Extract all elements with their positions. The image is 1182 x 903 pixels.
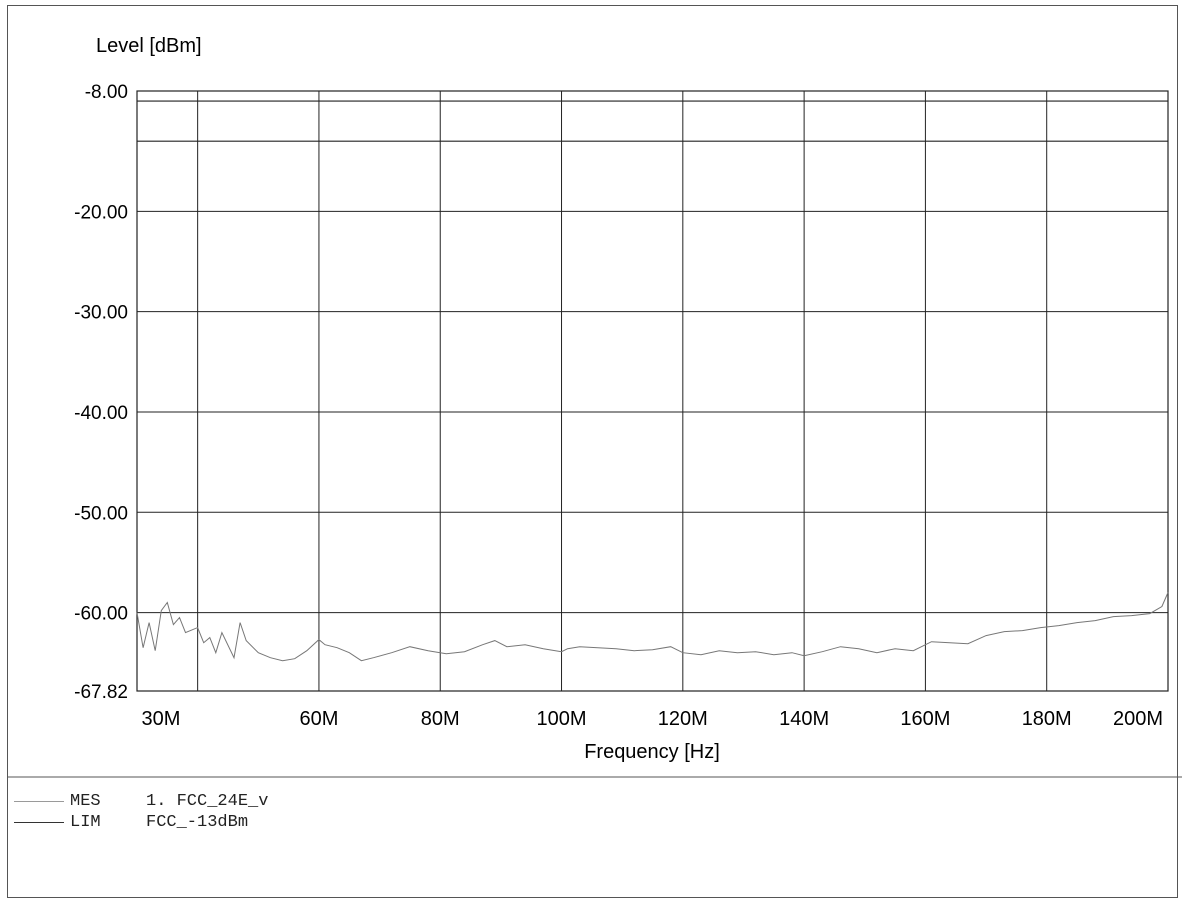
legend-text-lim: FCC_-13dBm — [146, 813, 249, 832]
chart-grid — [137, 91, 1169, 691]
y-tick-labels: -8.00 -20.00 -30.00 -40.00 -50.00 -60.00 -67.8… — [74, 82, 128, 703]
series-layer — [136, 592, 1169, 662]
legend-text-mes: 1. FCC_24E_v — [146, 792, 269, 811]
y-tick-label: -30.00 — [74, 303, 128, 324]
x-axis-title: Frequency [Hz] — [584, 741, 720, 763]
x-tick-labels: 30M 60M 80M 100M 120M 140M 160M 180M 200M — [142, 708, 1163, 730]
x-tick-label: 200M — [1113, 708, 1163, 730]
x-tick-label: 60M — [299, 708, 338, 730]
y-tick-label: -8.00 — [85, 82, 128, 103]
series-line-mes — [136, 592, 1169, 662]
x-tick-label: 80M — [421, 708, 460, 730]
legend-swatch-lim — [14, 822, 64, 823]
x-tick-label: 120M — [658, 708, 708, 730]
legend-item-lim: LIM FCC_-13dBm — [14, 813, 248, 832]
x-tick-label: 140M — [779, 708, 829, 730]
y-tick-label: -20.00 — [74, 202, 128, 223]
limit-lines — [137, 100, 1168, 142]
y-tick-label: -40.00 — [74, 403, 128, 424]
y-tick-label: -67.82 — [74, 682, 128, 703]
legend-swatch-mes — [14, 801, 64, 802]
legend-item-mes: MES 1. FCC_24E_v — [14, 792, 268, 811]
x-tick-label: 160M — [900, 708, 950, 730]
x-tick-label: 100M — [537, 708, 587, 730]
outer-border — [7, 5, 1178, 898]
x-tick-label: 180M — [1022, 708, 1072, 730]
x-tick-label: 30M — [142, 708, 181, 730]
chart-frame — [7, 5, 1182, 898]
y-tick-label: -60.00 — [74, 604, 128, 625]
legend-code-mes: MES — [70, 792, 101, 811]
legend-code-lim: LIM — [70, 813, 101, 832]
y-tick-label: -50.00 — [74, 503, 128, 524]
y-axis-title: Level [dBm] — [96, 35, 202, 57]
plot-area-border — [136, 90, 1169, 692]
